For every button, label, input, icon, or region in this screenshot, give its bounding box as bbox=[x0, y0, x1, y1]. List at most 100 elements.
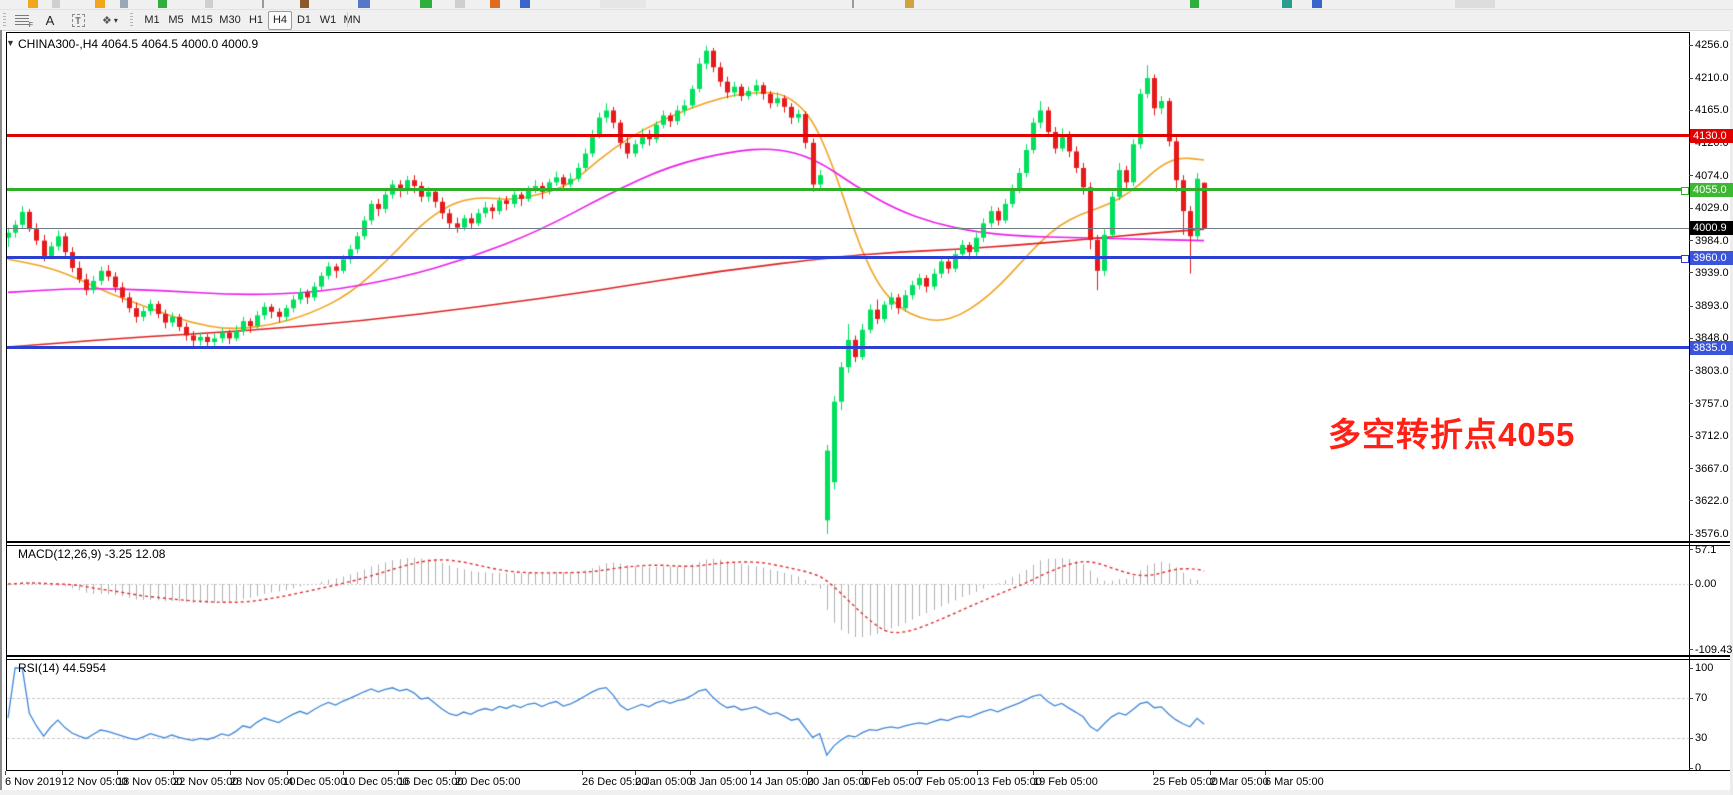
time-tick bbox=[917, 771, 918, 775]
pane-separator[interactable] bbox=[6, 659, 1733, 660]
price-tick-dash bbox=[1689, 175, 1693, 177]
time-tick bbox=[582, 771, 583, 775]
price-tick-label: 4074.0 bbox=[1695, 169, 1729, 182]
chart-annotation-text[interactable]: 多空转折点4055 bbox=[1328, 416, 1576, 453]
rsi-axis-dash bbox=[1689, 737, 1693, 739]
time-tick bbox=[977, 771, 978, 775]
price-badge-4130.0: 4130.0 bbox=[1690, 128, 1733, 143]
time-tick-label: 18 Nov 05:00 bbox=[117, 776, 183, 788]
horizontal-line-4000.9[interactable] bbox=[7, 227, 1689, 229]
macd-indicator-label: MACD(12,26,9) -3.25 12.08 bbox=[18, 547, 166, 561]
horizontal-line-3835[interactable] bbox=[7, 346, 1689, 350]
time-tick-label: 6 Mar 05:00 bbox=[1265, 776, 1324, 788]
time-tick-label: 16 Dec 05:00 bbox=[398, 776, 464, 788]
price-tick-dash bbox=[1689, 240, 1693, 242]
time-tick-label: 19 Feb 05:00 bbox=[1033, 776, 1098, 788]
time-tick bbox=[117, 771, 118, 775]
time-tick bbox=[1210, 771, 1211, 775]
time-tick-label: 3 Feb 05:00 bbox=[862, 776, 921, 788]
price-tick-dash bbox=[1689, 109, 1693, 111]
price-tick-dash bbox=[1689, 337, 1693, 339]
horizontal-line-3960[interactable] bbox=[7, 256, 1689, 260]
line-drag-handle[interactable] bbox=[1681, 254, 1689, 263]
horizontal-line-4055[interactable] bbox=[7, 188, 1689, 192]
window-bottom-edge bbox=[0, 790, 1733, 795]
time-tick bbox=[343, 771, 344, 775]
price-tick-dash bbox=[1689, 305, 1693, 307]
price-tick-dash bbox=[1689, 533, 1693, 535]
time-tick bbox=[807, 771, 808, 775]
time-tick-label: 28 Nov 05:00 bbox=[230, 776, 296, 788]
line-drag-handle[interactable] bbox=[1681, 186, 1689, 195]
time-tick-label: 22 Nov 05:00 bbox=[173, 776, 239, 788]
rsi-axis-label: 70 bbox=[1695, 692, 1708, 704]
pane-separator[interactable] bbox=[6, 541, 1733, 543]
macd-axis-label: 57.1 bbox=[1695, 543, 1717, 556]
time-tick bbox=[5, 771, 6, 775]
time-tick-label: 25 Feb 05:00 bbox=[1153, 776, 1218, 788]
time-tick bbox=[690, 771, 691, 775]
pane-separator[interactable] bbox=[6, 545, 1733, 546]
time-tick-label: 2 Mar 05:00 bbox=[1210, 776, 1269, 788]
price-tick-label: 4256.0 bbox=[1695, 39, 1729, 51]
price-tick-label: 4029.0 bbox=[1695, 202, 1729, 215]
time-tick bbox=[455, 771, 456, 775]
chart-title: CHINA300-,H4 4064.5 4064.5 4000.0 4000.9 bbox=[18, 37, 259, 51]
time-tick bbox=[230, 771, 231, 775]
price-tick-dash bbox=[1689, 77, 1693, 79]
macd-axis-dash bbox=[1689, 549, 1693, 551]
price-tick-dash bbox=[1689, 142, 1693, 144]
time-tick bbox=[398, 771, 399, 775]
price-tick-dash bbox=[1689, 468, 1693, 470]
time-tick-label: 12 Nov 05:00 bbox=[62, 776, 128, 788]
time-tick-label: 26 Dec 05:00 bbox=[582, 776, 648, 788]
price-tick-dash bbox=[1689, 370, 1693, 372]
time-tick-label: 7 Feb 05:00 bbox=[917, 776, 976, 788]
window-right-edge bbox=[1730, 30, 1733, 795]
chart-collapse-icon[interactable]: ▼ bbox=[6, 38, 15, 48]
price-badge-3835.0: 3835.0 bbox=[1690, 340, 1733, 355]
macd-axis-label: 0.00 bbox=[1695, 578, 1717, 590]
price-tick-label: 3622.0 bbox=[1695, 494, 1729, 507]
time-tick bbox=[1033, 771, 1034, 775]
macd-axis-label: -109.43 bbox=[1695, 643, 1733, 656]
price-tick-dash bbox=[1689, 44, 1693, 46]
pane-top-border bbox=[6, 32, 1689, 33]
rsi-axis-dash bbox=[1689, 767, 1693, 769]
price-tick-dash bbox=[1689, 403, 1693, 405]
price-badge-4055.0: 4055.0 bbox=[1690, 182, 1733, 197]
macd-axis-dash bbox=[1689, 649, 1693, 651]
price-tick-label: 3712.0 bbox=[1695, 430, 1729, 443]
price-tick-label: 3803.0 bbox=[1695, 364, 1729, 377]
price-tick-label: 3757.0 bbox=[1695, 397, 1729, 410]
time-tick-label: 2 Jan 05:00 bbox=[635, 776, 693, 788]
time-tick-label: 10 Dec 05:00 bbox=[343, 776, 409, 788]
time-tick bbox=[635, 771, 636, 775]
horizontal-line-4130[interactable] bbox=[7, 134, 1689, 138]
time-tick-label: 20 Jan 05:00 bbox=[807, 776, 871, 788]
price-tick-label: 3893.0 bbox=[1695, 300, 1729, 313]
rsi-axis-label: 0 bbox=[1695, 762, 1702, 774]
time-tick-label: 4 Dec 05:00 bbox=[287, 776, 347, 788]
rsi-axis-label: 100 bbox=[1695, 662, 1714, 674]
pane-bottom-border bbox=[6, 770, 1733, 771]
price-axis-border bbox=[1689, 32, 1690, 771]
time-tick bbox=[173, 771, 174, 775]
price-tick-label: 4165.0 bbox=[1695, 104, 1729, 117]
rsi-axis-dash bbox=[1689, 697, 1693, 699]
rsi-indicator-label: RSI(14) 44.5954 bbox=[18, 661, 107, 675]
time-tick bbox=[287, 771, 288, 775]
time-tick bbox=[62, 771, 63, 775]
time-tick-label: 13 Feb 05:00 bbox=[977, 776, 1042, 788]
time-tick-label: 6 Nov 2019 bbox=[5, 776, 62, 788]
price-tick-dash bbox=[1689, 272, 1693, 274]
price-badge-3960.0: 3960.0 bbox=[1690, 250, 1733, 265]
price-tick-label: 3576.0 bbox=[1695, 528, 1729, 540]
time-tick-label: 8 Jan 05:00 bbox=[690, 776, 748, 788]
time-tick-label: 20 Dec 05:00 bbox=[455, 776, 521, 788]
pane-separator[interactable] bbox=[6, 655, 1733, 657]
price-tick-dash bbox=[1689, 207, 1693, 209]
price-tick-label: 3667.0 bbox=[1695, 462, 1729, 475]
